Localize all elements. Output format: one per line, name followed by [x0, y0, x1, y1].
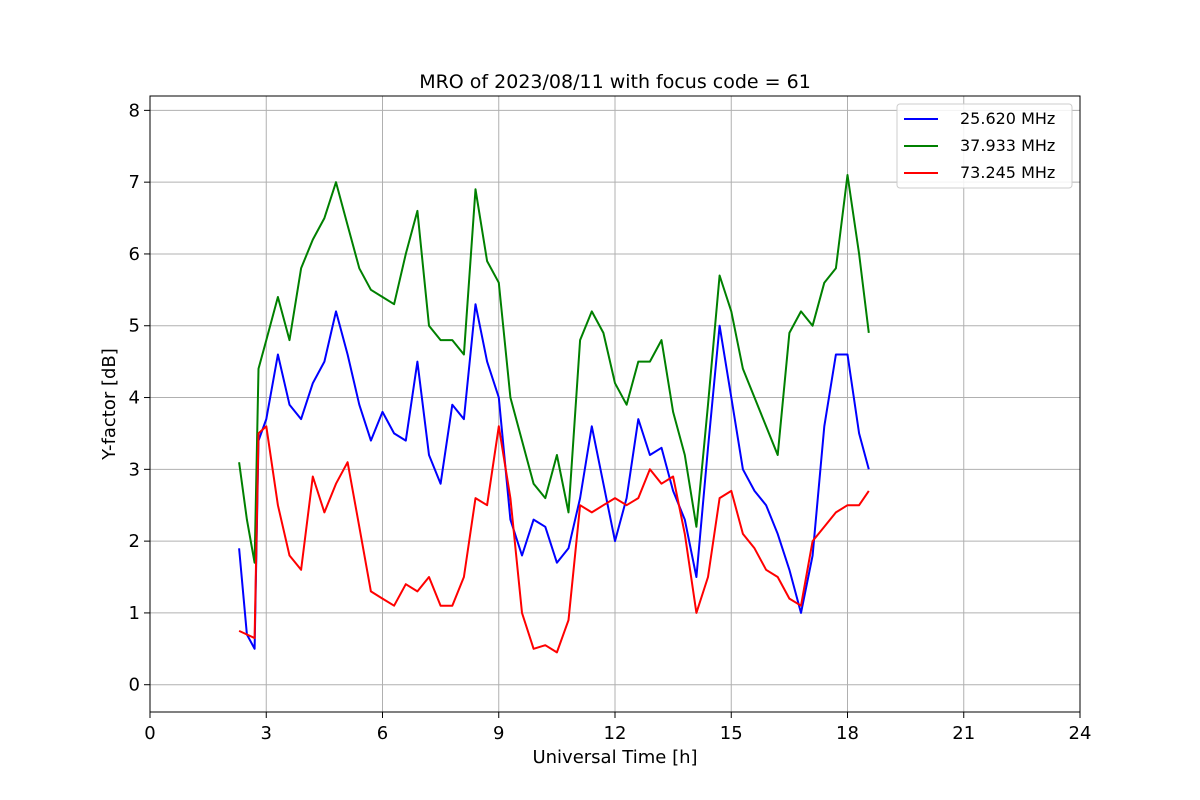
y-tick-label: 0: [129, 675, 140, 696]
x-tick-label: 3: [261, 723, 272, 744]
y-tick-label: 4: [129, 388, 140, 409]
x-tick-label: 6: [377, 723, 388, 744]
x-tick-label: 9: [493, 723, 504, 744]
series-line-2: [238, 174, 870, 564]
x-tick-label: 0: [144, 723, 155, 744]
x-tick-label: 21: [952, 723, 975, 744]
y-tick-label: 6: [129, 244, 140, 265]
x-tick-label: 24: [1069, 723, 1092, 744]
y-tick-label: 7: [129, 172, 140, 193]
y-tick-label: 1: [129, 603, 140, 624]
x-tick-label: 15: [720, 723, 743, 744]
x-axis-label: Universal Time [h]: [532, 747, 697, 768]
legend: 25.620 MHz 37.933 MHz 73.245 MHz: [896, 103, 1073, 189]
y-tick-label: 2: [129, 531, 140, 552]
legend-label-series-3: 73.245 MHz: [960, 163, 1055, 182]
x-tick-label: 12: [604, 723, 627, 744]
series-line-1: [238, 303, 870, 650]
series-line-3: [238, 425, 870, 654]
y-tick-label: 3: [129, 459, 140, 480]
series-lines: [238, 174, 870, 654]
y-tick-label: 5: [129, 316, 140, 337]
legend-label-series-1: 25.620 MHz: [960, 109, 1055, 128]
chart-title: MRO of 2023/08/11 with focus code = 61: [419, 71, 811, 93]
y-axis-label: Y-factor [dB]: [99, 348, 120, 461]
x-tick-label: 18: [836, 723, 859, 744]
y-tick-label: 8: [129, 100, 140, 121]
legend-label-series-2: 37.933 MHz: [960, 136, 1055, 155]
